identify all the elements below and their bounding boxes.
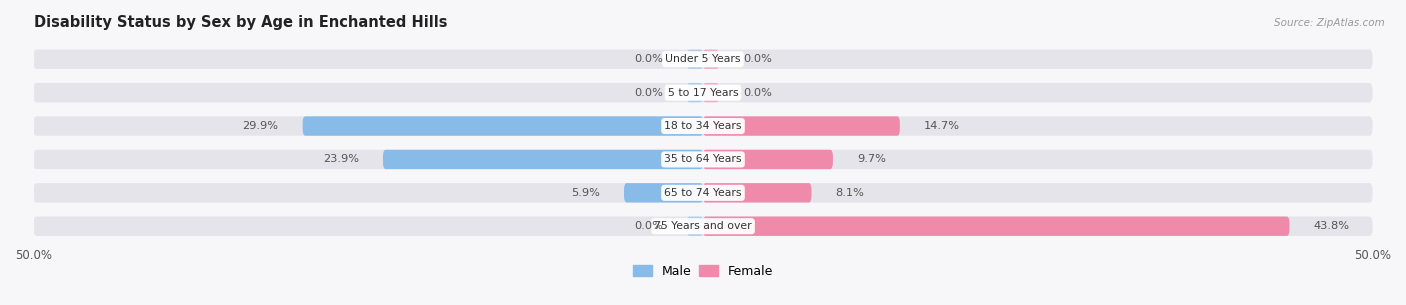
Text: 5.9%: 5.9% [571,188,600,198]
Text: 29.9%: 29.9% [243,121,278,131]
FancyBboxPatch shape [624,183,703,203]
FancyBboxPatch shape [382,150,703,169]
FancyBboxPatch shape [688,50,703,69]
Text: 0.0%: 0.0% [634,54,662,64]
Text: 75 Years and over: 75 Years and over [654,221,752,231]
Text: 18 to 34 Years: 18 to 34 Years [664,121,742,131]
FancyBboxPatch shape [703,116,900,136]
Text: 9.7%: 9.7% [858,154,886,164]
FancyBboxPatch shape [34,183,1372,203]
FancyBboxPatch shape [688,83,703,102]
Text: Disability Status by Sex by Age in Enchanted Hills: Disability Status by Sex by Age in Encha… [34,15,447,30]
Text: 0.0%: 0.0% [744,88,772,98]
FancyBboxPatch shape [703,217,1289,236]
Text: 65 to 74 Years: 65 to 74 Years [664,188,742,198]
FancyBboxPatch shape [34,116,1372,136]
Text: 5 to 17 Years: 5 to 17 Years [668,88,738,98]
FancyBboxPatch shape [34,50,1372,69]
Text: 43.8%: 43.8% [1313,221,1350,231]
FancyBboxPatch shape [703,83,718,102]
Legend: Male, Female: Male, Female [628,260,778,283]
Text: 23.9%: 23.9% [323,154,359,164]
FancyBboxPatch shape [34,150,1372,169]
Text: 0.0%: 0.0% [634,88,662,98]
FancyBboxPatch shape [703,50,718,69]
Text: 14.7%: 14.7% [924,121,960,131]
Text: 8.1%: 8.1% [835,188,865,198]
FancyBboxPatch shape [703,150,832,169]
Text: 35 to 64 Years: 35 to 64 Years [664,154,742,164]
FancyBboxPatch shape [703,183,811,203]
Text: Under 5 Years: Under 5 Years [665,54,741,64]
Text: Source: ZipAtlas.com: Source: ZipAtlas.com [1274,18,1385,28]
FancyBboxPatch shape [34,217,1372,236]
Text: 0.0%: 0.0% [634,221,662,231]
FancyBboxPatch shape [302,116,703,136]
FancyBboxPatch shape [688,217,703,236]
FancyBboxPatch shape [34,83,1372,102]
Text: 0.0%: 0.0% [744,54,772,64]
